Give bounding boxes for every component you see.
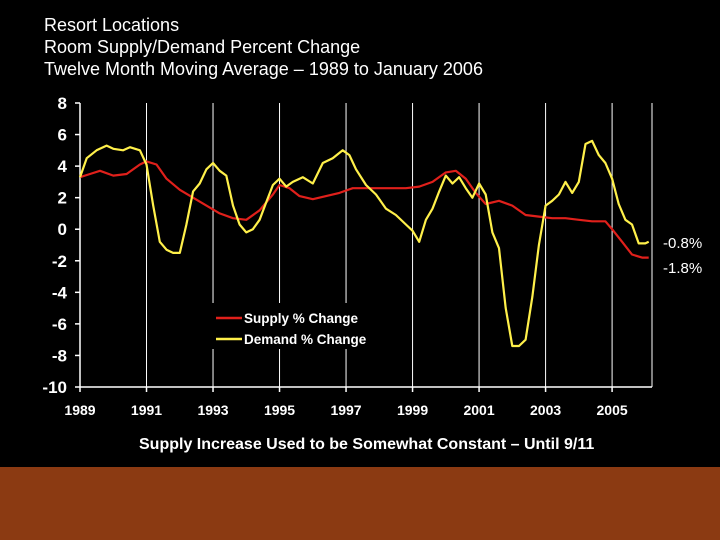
x-tick-label-1997: 1997 [330,402,361,418]
y-tick-label-0: 0 [58,220,67,239]
grid-lines [146,103,653,387]
legend: Supply % Change Demand % Change [212,303,386,349]
axes [75,102,652,392]
title-line-1: Resort Locations [44,15,180,35]
x-tick-label-1989: 1989 [64,402,95,418]
y-tick-label-2: 2 [58,189,67,208]
legend-label-supply: Supply % Change [244,311,359,326]
y-tick-label-8: 8 [58,94,67,113]
end-value-labels: -0.8% -1.8% [663,235,702,277]
y-tick-labels: 8 6 4 2 0 -2 -4 -6 -8 -10 [42,94,67,397]
chart-caption: Supply Increase Used to be Somewhat Cons… [139,436,595,453]
y-tick-label-4: 4 [58,157,68,176]
series-line-demand-change [78,139,650,348]
y-tick-label--10: -10 [42,378,67,397]
slide-title: Resort Locations Room Supply/Demand Perc… [44,14,483,80]
legend-label-demand: Demand % Change [244,332,367,347]
x-tick-label-1999: 1999 [397,402,428,418]
supply-demand-chart: 8 6 4 2 0 -2 -4 -6 -8 -10 1989 1991 1993 1995 1997 199… [42,94,702,418]
y-tick-label--8: -8 [52,346,67,365]
x-tick-label-2001: 2001 [463,402,494,418]
x-tick-label-1993: 1993 [197,402,228,418]
y-tick-label-6: 6 [58,126,67,145]
series-line-supply-change [79,160,649,259]
y-tick-label--2: -2 [52,252,67,271]
end-label-supply: -1.8% [663,260,702,277]
end-label-demand: -0.8% [663,235,702,252]
x-tick-label-1991: 1991 [131,402,162,418]
legend-box [212,303,386,349]
x-tick-label-2003: 2003 [530,402,561,418]
y-tick-label--4: -4 [52,283,68,302]
y-tick-label--6: -6 [52,315,67,334]
x-tick-label-2005: 2005 [597,402,628,418]
footer-bar [0,467,720,540]
x-tick-label-1995: 1995 [264,402,295,418]
series-lines [78,139,650,348]
title-line-2: Room Supply/Demand Percent Change [44,37,361,57]
title-line-3: Twelve Month Moving Average – 1989 to Ja… [44,59,483,79]
x-tick-labels: 1989 1991 1993 1995 1997 1999 2001 2003 2005 [64,402,627,418]
